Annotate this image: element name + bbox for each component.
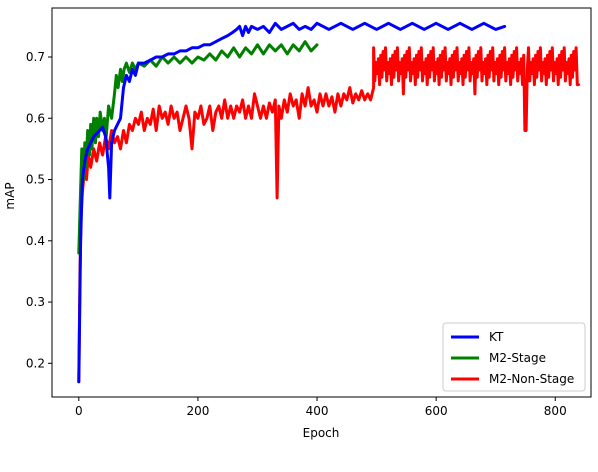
legend: KT M2-Stage M2-Non-Stage — [442, 322, 586, 392]
y-tick-label: 0.2 — [26, 356, 45, 370]
y-axis-label: mAP — [3, 182, 17, 209]
x-axis-label: Epoch — [303, 426, 340, 440]
plot-frame — [51, 7, 592, 398]
series-line-m2-non-stage — [77, 46, 580, 384]
legend-label: KT — [489, 330, 504, 344]
legend-label: M2-Non-Stage — [489, 372, 574, 386]
x-tick-label: 200 — [186, 404, 209, 418]
series-line-kt — [77, 21, 507, 384]
y-tick-label: 0.5 — [26, 173, 45, 187]
y-tick-label: 0.7 — [26, 50, 45, 64]
plot-area — [77, 21, 580, 384]
x-tick-label: 800 — [544, 404, 567, 418]
x-tick-label: 400 — [306, 404, 329, 418]
y-tick-label: 0.4 — [26, 234, 45, 248]
legend-box — [442, 322, 586, 392]
y-tick-label: 0.3 — [26, 295, 45, 309]
y-tick-label: 0.6 — [26, 111, 45, 125]
x-tick-label: 0 — [75, 404, 83, 418]
legend-label: M2-Stage — [489, 351, 546, 365]
x-tick-label: 600 — [425, 404, 448, 418]
axis-ticks: 0 200 400 600 800 0.2 0.3 0.4 0.5 0.6 0.7 — [26, 50, 567, 418]
